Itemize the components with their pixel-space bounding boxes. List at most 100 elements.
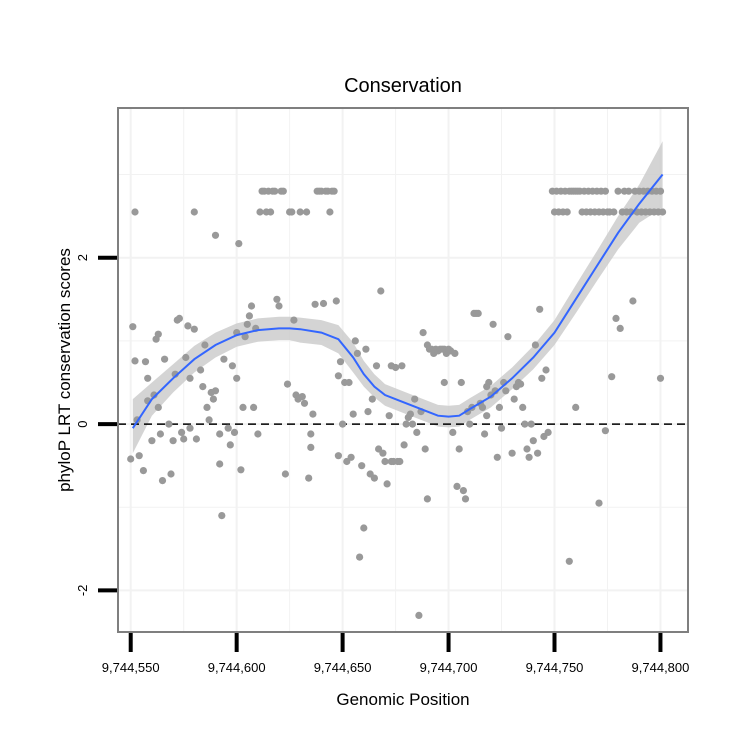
data-point	[205, 416, 213, 424]
data-point	[182, 353, 190, 362]
data-point	[192, 435, 200, 443]
data-point	[307, 443, 315, 451]
data-point	[290, 316, 298, 324]
y-tick-label: 2	[75, 254, 90, 261]
x-tick-label: 9,744,600	[208, 660, 266, 675]
data-point	[614, 187, 622, 195]
data-point	[307, 430, 315, 438]
data-point	[247, 302, 256, 310]
data-point	[423, 495, 431, 503]
data-point	[451, 349, 459, 357]
data-point	[161, 355, 169, 363]
data-point	[362, 345, 370, 353]
data-point	[131, 357, 139, 365]
data-point	[519, 403, 527, 411]
data-point	[330, 187, 338, 195]
data-point	[254, 430, 262, 438]
data-point	[275, 302, 283, 310]
data-point	[303, 208, 311, 216]
data-point	[230, 428, 239, 436]
data-point	[326, 208, 334, 216]
data-point	[379, 449, 387, 457]
data-point	[169, 437, 177, 445]
data-point	[381, 457, 389, 466]
data-points	[127, 187, 667, 620]
data-point	[392, 363, 400, 372]
data-point	[474, 309, 482, 317]
data-point	[538, 374, 546, 382]
data-point	[271, 187, 279, 195]
data-point	[372, 362, 381, 370]
data-point	[364, 408, 372, 416]
data-point	[356, 553, 364, 561]
data-point	[544, 428, 552, 436]
data-point	[616, 324, 624, 332]
data-point	[135, 452, 143, 460]
data-point	[273, 295, 281, 303]
data-point	[218, 511, 226, 520]
data-point	[190, 325, 198, 333]
data-point	[296, 208, 304, 216]
data-point	[233, 374, 241, 382]
data-point	[141, 358, 150, 366]
data-point	[199, 383, 207, 391]
data-point	[305, 474, 313, 482]
y-tick-label: -2	[75, 585, 90, 597]
data-point	[483, 412, 491, 420]
data-point	[625, 187, 633, 195]
data-point	[150, 391, 158, 399]
data-point	[228, 362, 236, 370]
data-point	[250, 403, 258, 411]
data-point	[449, 428, 457, 436]
data-point	[411, 395, 419, 403]
data-point	[211, 231, 220, 239]
data-point	[129, 323, 137, 331]
data-point	[656, 374, 665, 382]
x-tick-label: 9,744,700	[420, 660, 478, 675]
data-point	[413, 428, 421, 436]
data-point	[565, 557, 573, 565]
data-point	[601, 427, 610, 435]
data-point	[216, 460, 224, 468]
grid-lines	[118, 108, 688, 632]
data-point	[131, 208, 139, 216]
data-point	[601, 187, 610, 195]
data-point	[156, 430, 164, 438]
data-point	[656, 187, 665, 195]
data-point	[288, 208, 296, 216]
smooth-fit-line	[131, 173, 664, 429]
data-point	[612, 314, 620, 322]
data-point	[508, 449, 516, 457]
data-point	[186, 424, 194, 432]
data-point	[415, 611, 423, 620]
data-point	[209, 395, 217, 403]
data-point	[197, 366, 205, 374]
data-point	[368, 395, 376, 403]
x-tick-label: 9,744,550	[102, 660, 160, 675]
data-point	[421, 445, 429, 453]
data-point	[531, 341, 540, 349]
data-point	[461, 495, 470, 503]
data-point	[178, 428, 186, 436]
data-point	[466, 420, 474, 428]
data-point	[536, 305, 544, 313]
data-point	[339, 420, 347, 428]
data-point	[239, 403, 247, 411]
data-point	[529, 437, 537, 445]
data-point	[300, 399, 309, 407]
data-point	[542, 366, 550, 374]
data-point	[216, 430, 224, 438]
data-point	[175, 314, 183, 322]
data-point	[336, 358, 345, 366]
data-point	[478, 403, 487, 411]
data-point	[608, 373, 616, 381]
data-point	[347, 453, 355, 461]
plot-panel	[117, 107, 689, 633]
data-point	[370, 474, 378, 482]
confidence-ribbon	[132, 141, 663, 454]
data-point	[402, 420, 410, 428]
data-point	[167, 470, 175, 478]
data-point	[220, 355, 228, 363]
data-point	[510, 395, 518, 403]
